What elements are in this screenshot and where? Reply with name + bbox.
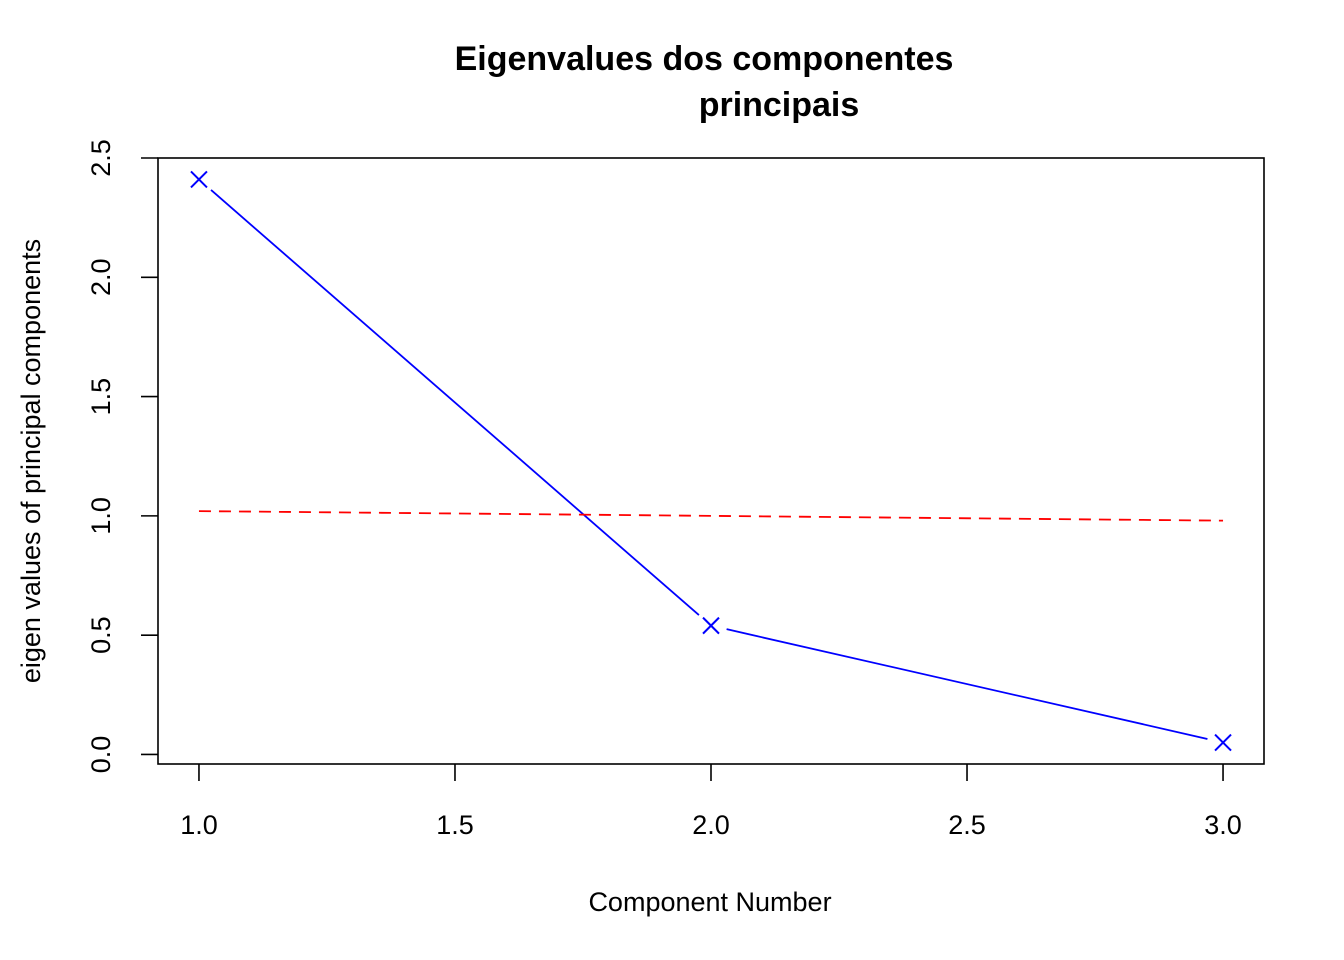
y-tick-label: 2.0 bbox=[86, 259, 116, 297]
y-tick-label: 2.5 bbox=[86, 139, 116, 177]
y-axis-label: eigen values of principal components bbox=[16, 239, 46, 683]
x-axis-label: Component Number bbox=[588, 887, 831, 917]
series-segment bbox=[210, 189, 700, 616]
y-tick-label: 1.0 bbox=[86, 497, 116, 535]
data-point bbox=[190, 170, 208, 189]
chart-title-line1: Eigenvalues dos componentes bbox=[455, 40, 954, 78]
y-tick-label: 0.5 bbox=[86, 616, 116, 654]
chart-title-line2: principais bbox=[699, 86, 860, 124]
series-layer bbox=[190, 170, 1232, 752]
series-0 bbox=[190, 170, 1232, 752]
x-tick-label: 1.0 bbox=[180, 810, 218, 840]
y-tick-label: 0.0 bbox=[86, 736, 116, 774]
y-tick-label: 1.5 bbox=[86, 378, 116, 416]
series-line bbox=[198, 510, 1224, 522]
data-point bbox=[702, 616, 720, 635]
x-axis: 1.0 1.5 2.0 2.5 3.0 bbox=[180, 764, 1242, 840]
series-segment bbox=[726, 628, 1208, 740]
x-tick-label: 3.0 bbox=[1204, 810, 1242, 840]
y-axis: 0.0 0.5 1.0 1.5 2.0 2.5 bbox=[86, 139, 158, 773]
x-tick-label: 2.0 bbox=[692, 810, 730, 840]
series-1 bbox=[198, 510, 1224, 522]
data-point bbox=[1214, 733, 1232, 752]
plot-frame bbox=[157, 157, 1265, 765]
x-tick-label: 2.5 bbox=[948, 810, 986, 840]
x-tick-label: 1.5 bbox=[436, 810, 474, 840]
